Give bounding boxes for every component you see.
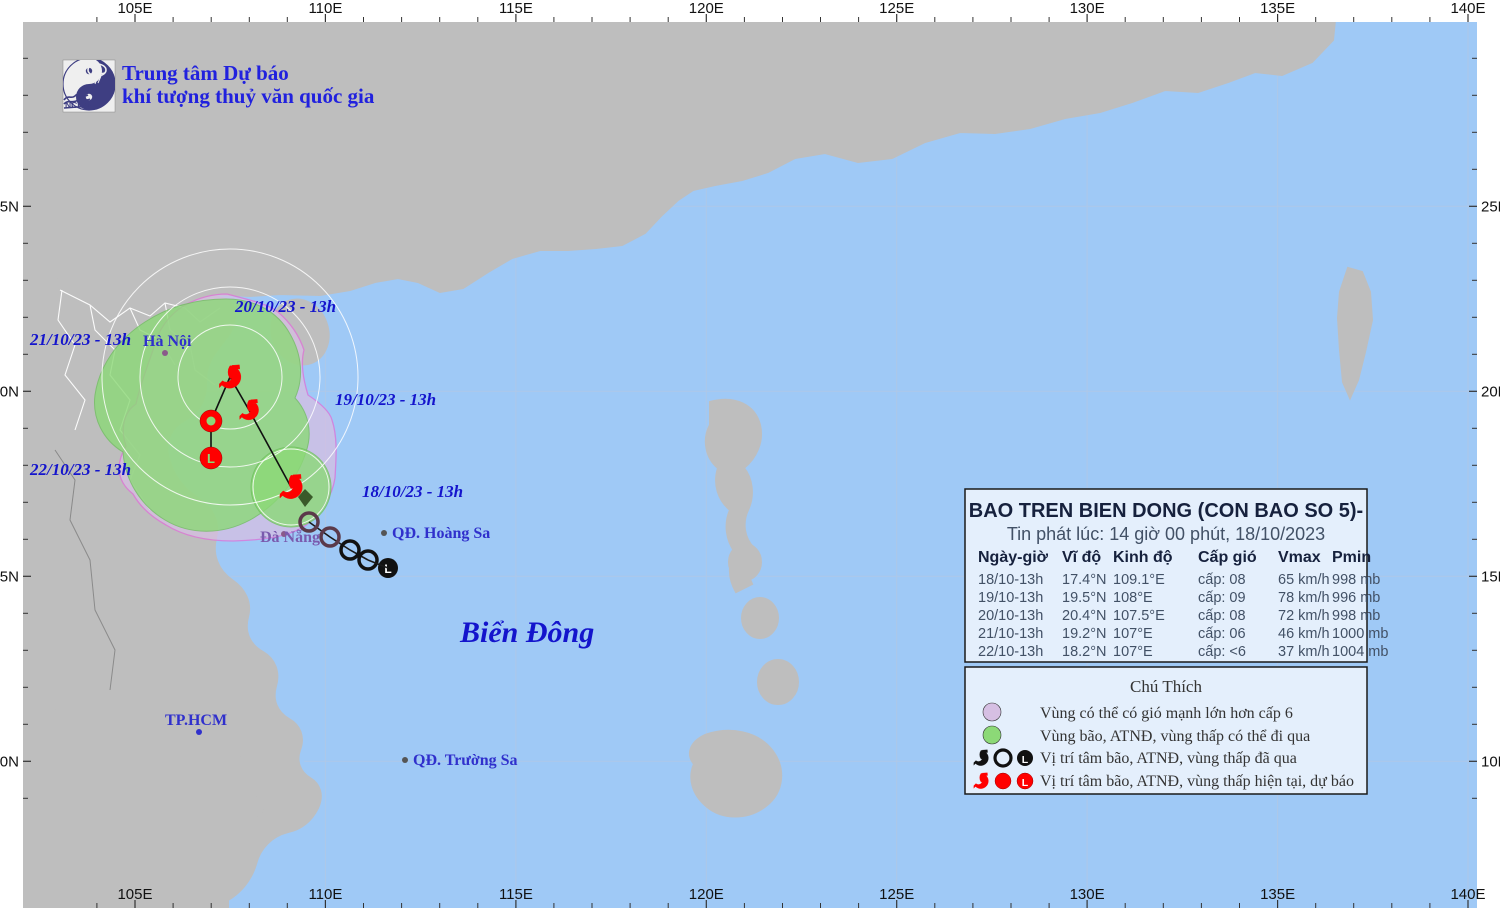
svg-text:Vmax: Vmax <box>1278 549 1321 566</box>
svg-text:cấp: <6: cấp: <6 <box>1198 644 1246 660</box>
svg-text:19.5°N: 19.5°N <box>1062 590 1107 606</box>
svg-text:20N: 20N <box>0 383 19 400</box>
svg-text:Chú Thích: Chú Thích <box>1130 677 1202 696</box>
svg-text:cấp: 06: cấp: 06 <box>1198 626 1246 642</box>
svg-text:L: L <box>1022 754 1029 766</box>
svg-text:19/10-13h: 19/10-13h <box>978 590 1043 606</box>
svg-text:21/10/23 - 13h: 21/10/23 - 13h <box>29 330 131 349</box>
svg-text:130E: 130E <box>1070 886 1105 903</box>
svg-text:QĐ. Hoàng Sa: QĐ. Hoàng Sa <box>392 525 490 542</box>
svg-text:110E: 110E <box>308 886 342 903</box>
svg-text:108°E: 108°E <box>1113 590 1153 606</box>
svg-text:cấp: 09: cấp: 09 <box>1198 590 1246 606</box>
svg-text:140E: 140E <box>1450 886 1485 903</box>
svg-text:1000 mb: 1000 mb <box>1332 626 1388 642</box>
svg-text:Cấp gió: Cấp gió <box>1198 549 1257 566</box>
svg-text:78 km/h: 78 km/h <box>1278 590 1330 606</box>
svg-text:Pmin: Pmin <box>1332 549 1371 566</box>
svg-text:20/10/23 - 13h: 20/10/23 - 13h <box>234 297 336 316</box>
svg-text:Vùng có thể có gió mạnh lớn hơ: Vùng có thể có gió mạnh lớn hơn cấp 6 <box>1040 705 1293 722</box>
svg-text:QĐ. Trường Sa: QĐ. Trường Sa <box>413 752 518 769</box>
svg-text:25N: 25N <box>1481 198 1500 215</box>
svg-text:Kinh độ: Kinh độ <box>1113 549 1173 566</box>
svg-text:107°E: 107°E <box>1113 626 1153 642</box>
svg-text:TP.HCM: TP.HCM <box>165 712 227 729</box>
svg-text:Vùng bão, ATNĐ, vùng thấp có t: Vùng bão, ATNĐ, vùng thấp có thể đi qua <box>1040 728 1310 745</box>
svg-text:Tin phát lúc: 14 giờ 00 phút,: Tin phát lúc: 14 giờ 00 phút, 18/10/2023 <box>1007 524 1325 544</box>
svg-text:18/10-13h: 18/10-13h <box>978 572 1043 588</box>
svg-text:105E: 105E <box>117 0 152 17</box>
svg-text:19.2°N: 19.2°N <box>1062 626 1107 642</box>
svg-text:khí tượng thuỷ văn quốc gia: khí tượng thuỷ văn quốc gia <box>122 84 375 108</box>
svg-text:135E: 135E <box>1260 886 1295 903</box>
svg-text:110E: 110E <box>308 0 342 17</box>
svg-text:125E: 125E <box>879 886 914 903</box>
svg-text:107°E: 107°E <box>1113 644 1153 660</box>
svg-text:Trung tâm Dự báo: Trung tâm Dự báo <box>122 61 289 85</box>
svg-text:20.4°N: 20.4°N <box>1062 608 1107 624</box>
svg-text:20/10-13h: 20/10-13h <box>978 608 1043 624</box>
svg-text:996 mb: 996 mb <box>1332 590 1380 606</box>
svg-text:10N: 10N <box>0 753 19 770</box>
svg-text:Vị trí tâm bão, ATNĐ, vùng thấ: Vị trí tâm bão, ATNĐ, vùng thấp đã qua <box>1040 750 1297 767</box>
svg-text:1004 mb: 1004 mb <box>1332 644 1388 660</box>
svg-text:37 km/h: 37 km/h <box>1278 644 1330 660</box>
svg-text:L: L <box>1022 777 1029 789</box>
svg-text:140E: 140E <box>1450 0 1485 17</box>
svg-text:Đà Nẵng: Đà Nẵng <box>260 529 320 546</box>
svg-text:125E: 125E <box>879 0 914 17</box>
svg-text:NCHMF: NCHMF <box>65 100 96 110</box>
svg-text:65 km/h: 65 km/h <box>1278 572 1330 588</box>
svg-text:105E: 105E <box>117 886 152 903</box>
svg-text:cấp: 08: cấp: 08 <box>1198 608 1246 624</box>
svg-text:17.4°N: 17.4°N <box>1062 572 1107 588</box>
svg-text:998 mb: 998 mb <box>1332 608 1380 624</box>
svg-text:109.1°E: 109.1°E <box>1113 572 1165 588</box>
svg-text:21/10-13h: 21/10-13h <box>978 626 1043 642</box>
svg-text:130E: 130E <box>1070 0 1105 17</box>
svg-text:Ngày-giờ: Ngày-giờ <box>978 549 1049 566</box>
svg-text:Vị trí tâm bão, ATNĐ, vùng thấ: Vị trí tâm bão, ATNĐ, vùng thấp hiện tại… <box>1040 773 1354 790</box>
svg-text:115E: 115E <box>499 0 533 17</box>
svg-text:115E: 115E <box>499 886 533 903</box>
svg-text:BAO TREN BIEN DONG (CON BAO SO: BAO TREN BIEN DONG (CON BAO SO 5)- <box>969 500 1363 522</box>
svg-text:Biển Đông: Biển Đông <box>459 616 594 649</box>
svg-text:L: L <box>384 562 391 576</box>
svg-text:107.5°E: 107.5°E <box>1113 608 1165 624</box>
svg-text:22/10-13h: 22/10-13h <box>978 644 1043 660</box>
svg-text:120E: 120E <box>689 886 724 903</box>
svg-text:120E: 120E <box>689 0 724 17</box>
svg-text:10N: 10N <box>1481 753 1500 770</box>
svg-text:20N: 20N <box>1481 383 1500 400</box>
svg-text:18/10/23 - 13h: 18/10/23 - 13h <box>362 482 463 501</box>
svg-text:72 km/h: 72 km/h <box>1278 608 1330 624</box>
svg-text:15N: 15N <box>0 568 19 585</box>
svg-text:998 mb: 998 mb <box>1332 572 1380 588</box>
svg-text:Hà Nội: Hà Nội <box>143 333 192 350</box>
svg-text:25N: 25N <box>0 198 19 215</box>
svg-text:22/10/23 - 13h: 22/10/23 - 13h <box>29 460 131 479</box>
svg-text:cấp: 08: cấp: 08 <box>1198 572 1246 588</box>
svg-text:18.2°N: 18.2°N <box>1062 644 1107 660</box>
svg-text:15N: 15N <box>1481 568 1500 585</box>
svg-text:L: L <box>207 451 215 466</box>
svg-text:19/10/23 - 13h: 19/10/23 - 13h <box>335 390 436 409</box>
svg-text:135E: 135E <box>1260 0 1295 17</box>
svg-text:Vĩ độ: Vĩ độ <box>1062 549 1101 566</box>
svg-text:46 km/h: 46 km/h <box>1278 626 1330 642</box>
